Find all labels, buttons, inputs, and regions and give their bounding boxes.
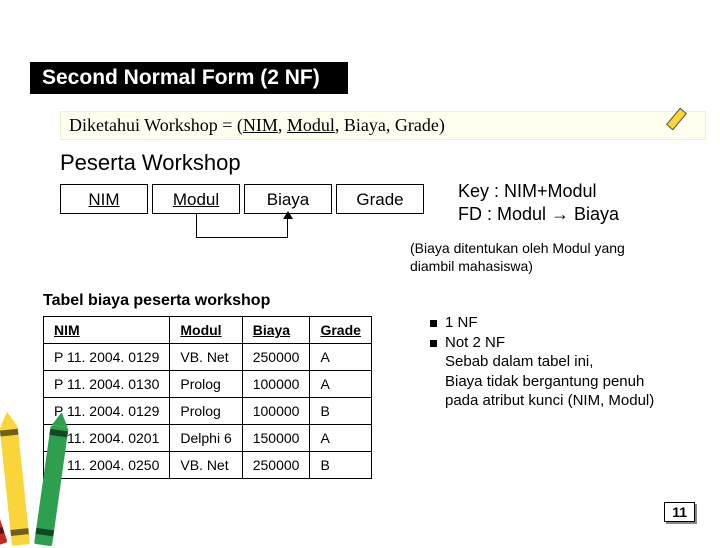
relation-definition: Diketahui Workshop = (NIM, Modul, Biaya,…	[60, 111, 706, 140]
bullet-text: 1 NF	[445, 313, 478, 333]
col-header: Modul	[170, 317, 242, 344]
fd-arrow-head-icon	[283, 211, 293, 219]
fd-box-modul: Modul	[152, 184, 240, 214]
cell: 150000	[242, 425, 310, 452]
page-number: 11	[664, 502, 695, 522]
bullet-explanation: Sebab dalam tabel ini, Biaya tidak berga…	[445, 352, 720, 411]
cell: 250000	[242, 344, 310, 371]
col-header: Biaya	[242, 317, 310, 344]
text: )	[439, 115, 445, 135]
text-line: Biaya tidak bergantung penuh	[445, 372, 720, 392]
cell: B	[310, 452, 371, 479]
cell: A	[310, 371, 371, 398]
crayon-green-icon	[34, 425, 69, 546]
table-row: P 11. 2004. 0250 VB. Net 250000 B	[44, 452, 372, 479]
table-heading: Tabel biaya peserta workshop	[43, 292, 270, 310]
note-line: (Biaya ditentukan oleh Modul yang	[410, 240, 710, 258]
cell: B	[310, 398, 371, 425]
crayon-icon	[672, 108, 690, 126]
note-line: diambil mahasiswa)	[410, 258, 710, 276]
cell: VB. Net	[170, 452, 242, 479]
bullet-item: Not 2 NF	[430, 333, 720, 353]
bullet-item: 1 NF	[430, 313, 720, 333]
bullet-text: Not 2 NF	[445, 333, 505, 353]
cell: P 11. 2004. 0129	[44, 344, 170, 371]
crayon-yellow-icon	[0, 425, 30, 546]
section-heading-peserta: Peserta Workshop	[60, 150, 241, 176]
workshop-table: NIM Modul Biaya Grade P 11. 2004. 0129 V…	[43, 316, 372, 479]
square-bullet-icon	[430, 340, 437, 347]
cell: 250000	[242, 452, 310, 479]
cell: VB. Net	[170, 344, 242, 371]
fd-arrow-line	[196, 214, 288, 238]
fd-box-nim: NIM	[60, 184, 148, 214]
col-header: Grade	[310, 317, 371, 344]
col-header: NIM	[44, 317, 170, 344]
table-row: P 11. 2004. 0201 Delphi 6 150000 A	[44, 425, 372, 452]
bullet-list: 1 NF Not 2 NF Sebab dalam tabel ini, Bia…	[430, 313, 720, 411]
table-row: P 11. 2004. 0129 Prolog 100000 B	[44, 398, 372, 425]
key-fd-block: Key : NIM+Modul FD : Modul → Biaya	[458, 180, 619, 225]
cell: Prolog	[170, 371, 242, 398]
key-attr-modul: Modul	[287, 115, 335, 135]
explanation-note: (Biaya ditentukan oleh Modul yang diambi…	[410, 240, 710, 275]
fd-box-biaya: Biaya	[244, 184, 332, 214]
text: Diketahui Workshop = (	[69, 115, 243, 135]
key-line: Key : NIM+Modul	[458, 180, 619, 203]
slide-title: Second Normal Form (2 NF)	[30, 62, 348, 94]
fd-diagram: NIM Modul Biaya Grade	[60, 184, 425, 248]
fd-box-grade: Grade	[336, 184, 424, 214]
square-bullet-icon	[430, 320, 437, 327]
text: ,	[278, 115, 287, 135]
cell: 100000	[242, 398, 310, 425]
text-line: Sebab dalam tabel ini,	[445, 352, 720, 372]
cell: Delphi 6	[170, 425, 242, 452]
table-header-row: NIM Modul Biaya Grade	[44, 317, 372, 344]
crayons-decoration	[0, 385, 80, 545]
cell: A	[310, 425, 371, 452]
text: ,	[335, 115, 344, 135]
table-row: P 11. 2004. 0130 Prolog 100000 A	[44, 371, 372, 398]
key-attr-nim: NIM	[243, 115, 278, 135]
cell: Prolog	[170, 398, 242, 425]
attr-biaya: Biaya	[344, 115, 386, 135]
table-row: P 11. 2004. 0129 VB. Net 250000 A	[44, 344, 372, 371]
slide: Second Normal Form (2 NF) Diketahui Work…	[0, 0, 720, 540]
text-line: pada atribut kunci (NIM, Modul)	[445, 391, 720, 411]
text: ,	[386, 115, 395, 135]
cell: A	[310, 344, 371, 371]
fd-line: FD : Modul → Biaya	[458, 203, 619, 226]
cell: 100000	[242, 371, 310, 398]
attr-grade: Grade	[395, 115, 439, 135]
